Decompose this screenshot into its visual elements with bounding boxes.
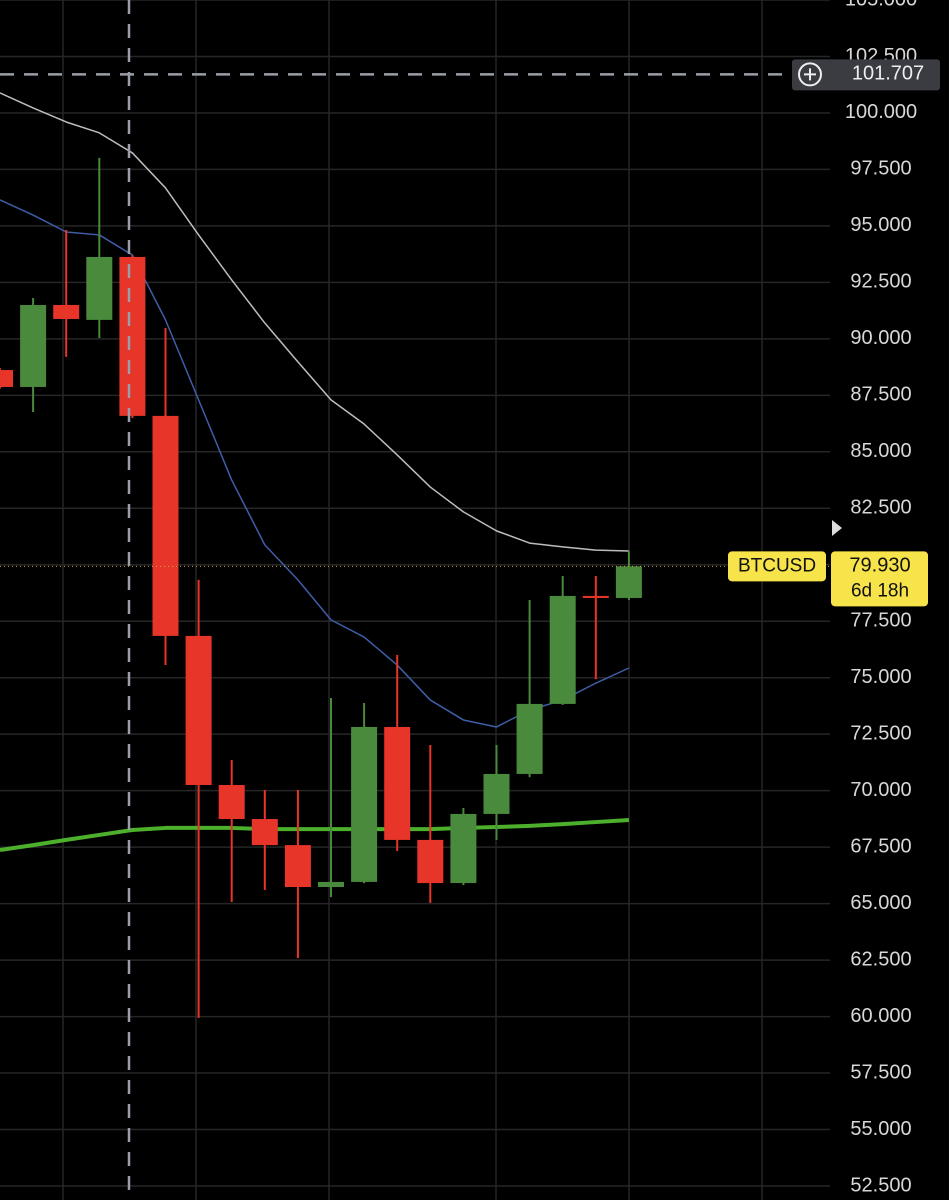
y-tick-label: 52.500 — [850, 1174, 911, 1196]
y-tick-label: 75.000 — [850, 666, 911, 688]
y-tick-label: 70.000 — [850, 779, 911, 801]
candle-body — [351, 726, 378, 882]
candle-body — [615, 566, 642, 598]
y-tick-label: 57.500 — [850, 1061, 911, 1083]
y-tick-label: 72.500 — [850, 722, 911, 744]
symbol-badge — [728, 551, 826, 582]
y-tick-label: 77.500 — [850, 610, 911, 632]
candle-body — [119, 256, 146, 416]
price-badge — [831, 551, 928, 607]
candle-body — [86, 256, 113, 320]
y-tick-label: 65.000 — [850, 892, 911, 914]
candle-body — [549, 595, 576, 704]
y-tick-label: 62.500 — [850, 948, 911, 970]
candle-body — [20, 304, 47, 387]
y-tick-label: 97.500 — [850, 158, 911, 180]
plot — [0, 0, 830, 1187]
symbol-label: BTCUSD — [738, 555, 816, 576]
moving-average-line — [0, 818, 630, 853]
y-tick-label: 92.500 — [850, 271, 911, 293]
candle-body — [185, 635, 212, 786]
candle-body — [251, 819, 278, 846]
add-alert-button[interactable] — [798, 62, 822, 87]
candle-body — [384, 726, 411, 840]
y-tick-label: 105.000 — [845, 0, 917, 10]
candle-body — [0, 370, 13, 387]
moving-average-line — [0, 92, 629, 552]
axis-labels: 52.500 55.000 57.500 60.000 62.500 65.000 67.5… — [728, 0, 940, 1196]
crosshair-price-label: 101.707 — [852, 63, 924, 85]
candle-body — [152, 415, 179, 636]
candle-body — [483, 773, 510, 814]
countdown-label: 6d 18h — [851, 580, 909, 601]
y-tick-label: 100.000 — [845, 101, 917, 123]
candle-body — [318, 881, 344, 888]
y-tick-label: 90.000 — [850, 327, 911, 349]
scroll-arrow[interactable] — [832, 520, 842, 536]
y-tick-label: 60.000 — [850, 1005, 911, 1027]
y-tick-label: 82.500 — [850, 497, 911, 519]
y-tick-label: 95.000 — [850, 214, 911, 236]
candle-body — [218, 785, 245, 820]
candle-body — [284, 845, 311, 888]
last-price-label: 79.930 — [849, 555, 910, 577]
candle-body — [450, 813, 477, 884]
y-tick-label: 87.500 — [850, 384, 911, 406]
candle-body — [53, 304, 80, 319]
crosshair-badge — [792, 59, 940, 91]
candle-body — [582, 595, 609, 598]
y-tick-label: 85.000 — [850, 440, 911, 462]
candle-body — [417, 839, 444, 884]
y-tick-label: 55.000 — [850, 1118, 911, 1140]
candle-body — [516, 703, 543, 774]
add-alert-icon — [804, 68, 816, 81]
y-tick-label: 67.500 — [850, 835, 911, 857]
